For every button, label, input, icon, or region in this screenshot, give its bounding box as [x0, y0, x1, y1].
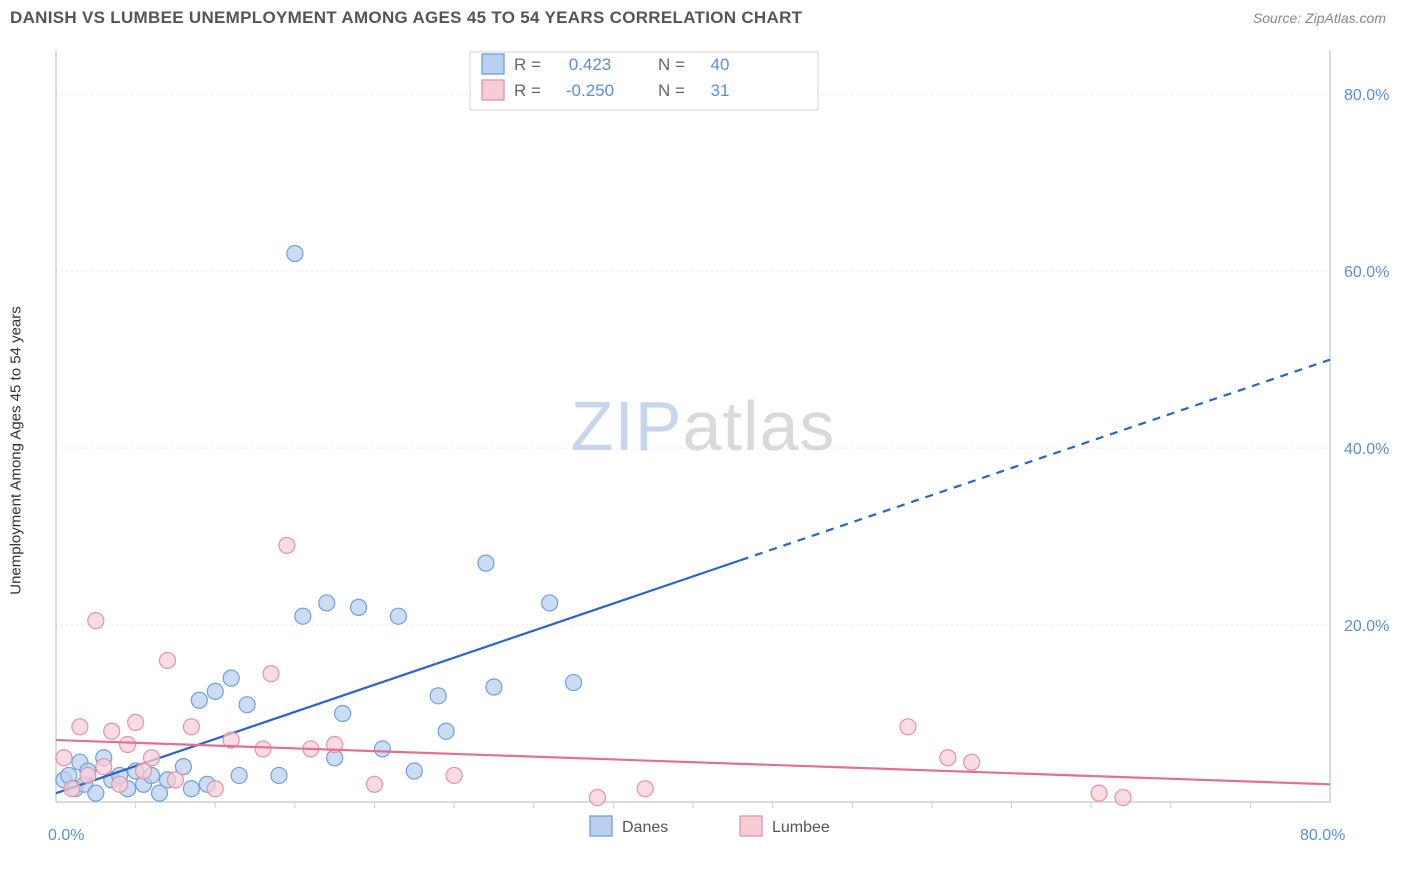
- scatter-point: [159, 652, 175, 668]
- scatter-point: [271, 767, 287, 783]
- svg-text:40: 40: [711, 55, 730, 74]
- scatter-point: [231, 767, 247, 783]
- scatter-point: [223, 670, 239, 686]
- scatter-point: [96, 759, 112, 775]
- y-tick-label: 80.0%: [1344, 87, 1389, 104]
- scatter-point: [367, 776, 383, 792]
- legend-swatch: [740, 816, 762, 836]
- scatter-point: [940, 750, 956, 766]
- scatter-point: [351, 599, 367, 615]
- scatter-point: [191, 692, 207, 708]
- x-tick-label: 80.0%: [1300, 827, 1345, 844]
- y-axis-label: Unemployment Among Ages 45 to 54 years: [8, 306, 25, 595]
- scatter-point: [964, 754, 980, 770]
- scatter-point: [900, 719, 916, 735]
- scatter-point: [374, 741, 390, 757]
- scatter-point: [104, 723, 120, 739]
- y-tick-label: 60.0%: [1344, 264, 1389, 281]
- legend-swatch: [482, 54, 504, 74]
- scatter-point: [287, 245, 303, 261]
- legend-swatch: [482, 80, 504, 100]
- scatter-point: [637, 781, 653, 797]
- legend-label: Lumbee: [772, 819, 830, 836]
- svg-text:31: 31: [711, 81, 730, 100]
- scatter-point: [112, 776, 128, 792]
- scatter-point: [446, 767, 462, 783]
- scatter-point: [478, 555, 494, 571]
- scatter-point: [1115, 790, 1131, 806]
- scatter-point: [295, 608, 311, 624]
- scatter-point: [128, 714, 144, 730]
- scatter-point: [566, 675, 582, 691]
- scatter-point: [88, 785, 104, 801]
- svg-text:R =: R =: [514, 55, 541, 74]
- scatter-point: [207, 683, 223, 699]
- svg-text:0.423: 0.423: [569, 55, 612, 74]
- scatter-point: [542, 595, 558, 611]
- scatter-point: [279, 537, 295, 553]
- source-label: Source: ZipAtlas.com: [1253, 10, 1386, 26]
- scatter-point: [1091, 785, 1107, 801]
- scatter-point: [167, 772, 183, 788]
- legend-label: Danes: [622, 819, 668, 836]
- scatter-point: [406, 763, 422, 779]
- scatter-point: [430, 688, 446, 704]
- trend-line-dashed: [741, 360, 1330, 560]
- scatter-point: [390, 608, 406, 624]
- y-tick-label: 20.0%: [1344, 618, 1389, 635]
- scatter-point: [56, 750, 72, 766]
- scatter-point: [438, 723, 454, 739]
- scatter-point: [335, 706, 351, 722]
- scatter-point: [207, 781, 223, 797]
- svg-text:-0.250: -0.250: [566, 81, 614, 100]
- scatter-point: [263, 666, 279, 682]
- scatter-point: [183, 781, 199, 797]
- scatter-point: [144, 750, 160, 766]
- scatter-point: [183, 719, 199, 735]
- chart-title: DANISH VS LUMBEE UNEMPLOYMENT AMONG AGES…: [10, 8, 802, 28]
- scatter-point: [239, 697, 255, 713]
- scatter-point: [64, 781, 80, 797]
- scatter-chart: 20.0% 40.0% 60.0% 80.0% 0.0% 80.0% R = 0.423 N =…: [10, 32, 1396, 852]
- scatter-point: [88, 613, 104, 629]
- scatter-point: [80, 767, 96, 783]
- svg-text:N =: N =: [658, 55, 685, 74]
- x-tick-label: 0.0%: [48, 827, 84, 844]
- scatter-point: [72, 719, 88, 735]
- svg-text:R =: R =: [514, 81, 541, 100]
- svg-text:N =: N =: [658, 81, 685, 100]
- scatter-point: [589, 790, 605, 806]
- legend-swatch: [590, 816, 612, 836]
- y-tick-label: 40.0%: [1344, 441, 1389, 458]
- scatter-point: [255, 741, 271, 757]
- scatter-point: [120, 736, 136, 752]
- scatter-point: [486, 679, 502, 695]
- scatter-point: [319, 595, 335, 611]
- chart-area: Unemployment Among Ages 45 to 54 years 2…: [10, 32, 1396, 852]
